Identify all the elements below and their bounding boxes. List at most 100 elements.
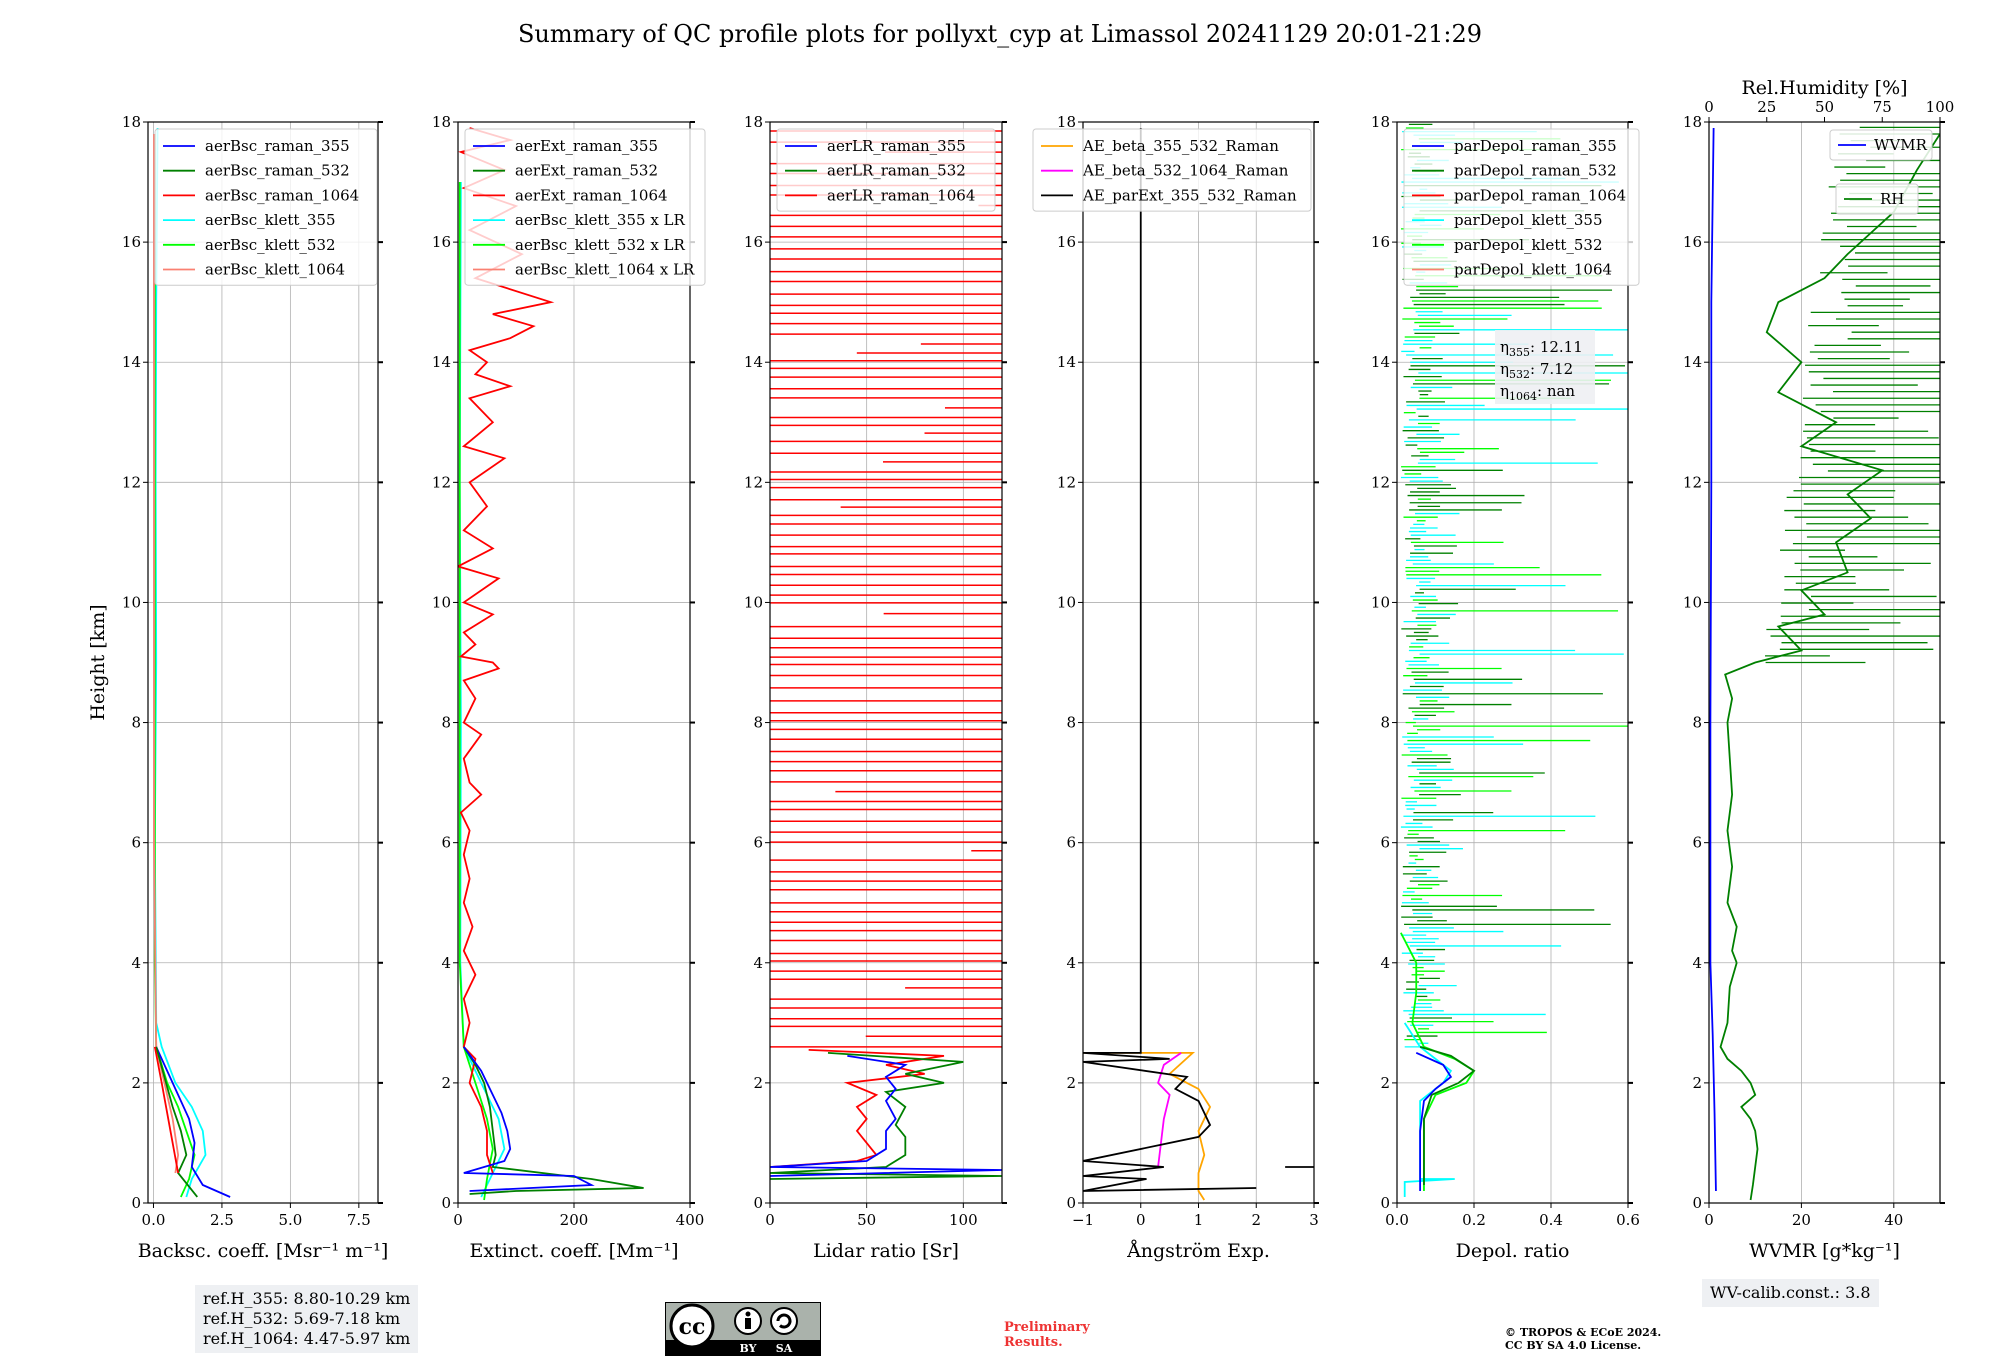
y-tick-label: 0 xyxy=(1380,1194,1390,1212)
y-tick-label: 18 xyxy=(432,113,451,131)
legend-label: aerBsc_klett_1064 x LR xyxy=(515,261,695,279)
y-tick-label: 16 xyxy=(122,233,141,251)
x-tick-label: 7.5 xyxy=(347,1211,371,1229)
y-tick-label: 12 xyxy=(1683,473,1702,491)
legend-bg xyxy=(154,128,378,286)
series-line-aerBsc_raman_532 xyxy=(155,1046,198,1198)
series-line-RH xyxy=(1724,133,1940,964)
legend-label: parDepol_raman_532 xyxy=(1454,162,1617,180)
y-axis-label: Height [km] xyxy=(87,604,109,720)
ref-height-532: ref.H_532: 5.69-7.18 km xyxy=(203,1309,401,1328)
copyright-line-2: CC BY SA 4.0 License. xyxy=(1505,1339,1642,1352)
preliminary-line-1: Preliminary xyxy=(1004,1320,1090,1335)
series-line-RH_low xyxy=(1719,962,1759,1201)
y-tick-label: 10 xyxy=(1683,593,1702,611)
y-tick-label: 16 xyxy=(432,233,451,251)
y-tick-label: 12 xyxy=(1371,473,1390,491)
series-line-aerBsc_klett_532 xyxy=(153,134,196,1198)
y-tick-label: 6 xyxy=(1066,834,1076,852)
y-tick-label: 18 xyxy=(122,113,141,131)
series-line-aerExt_raman_1064 xyxy=(458,127,555,1174)
y-tick-label: 4 xyxy=(441,954,451,972)
x2-tick-label: 100 xyxy=(1926,98,1955,116)
x-tick-label: 3 xyxy=(1309,1211,1319,1229)
legend-label: aerBsc_klett_355 xyxy=(205,211,336,229)
y-tick-label: 0 xyxy=(441,1194,451,1212)
y-tick-label: 18 xyxy=(1371,113,1390,131)
series-line-aerBsc_klett_355 x LR xyxy=(458,182,506,1198)
series-line-aerBsc_klett_1064 xyxy=(153,134,180,1174)
y-tick-label: 14 xyxy=(1371,353,1390,371)
cc-sa-label: SA xyxy=(776,1342,793,1355)
y-tick-label: 14 xyxy=(122,353,141,371)
x-tick-label: 1 xyxy=(1194,1211,1204,1229)
eta-label: η355: 12.11 xyxy=(1500,338,1583,359)
y-tick-label: 10 xyxy=(432,593,451,611)
legend-label: RH xyxy=(1880,190,1904,208)
y-tick-label: 2 xyxy=(1066,1074,1076,1092)
y-tick-label: 4 xyxy=(753,954,763,972)
legend-label: parDepol_klett_532 xyxy=(1454,236,1603,254)
copyright-line-1: © TROPOS & ECoE 2024. xyxy=(1505,1326,1662,1339)
legend-label: AE_beta_532_1064_Raman xyxy=(1082,162,1289,180)
legend-label: aerExt_raman_532 xyxy=(515,162,658,180)
legend-label: AE_beta_355_532_Raman xyxy=(1082,137,1279,155)
y-tick-label: 4 xyxy=(1066,954,1076,972)
figure-title: Summary of QC profile plots for pollyxt_… xyxy=(517,20,1483,48)
legend-box: aerBsc_raman_355 aerBsc_raman_532 aerBsc_r… xyxy=(154,128,378,286)
x-tick-label: −1 xyxy=(1072,1211,1094,1229)
x-tick-label: 2 xyxy=(1251,1211,1261,1229)
y-tick-label: 16 xyxy=(744,233,763,251)
legend-box: WVMR xyxy=(1829,129,1933,161)
x-tick-label: 5.0 xyxy=(278,1211,302,1229)
y-tick-label: 18 xyxy=(1683,113,1702,131)
y-tick-label: 18 xyxy=(744,113,763,131)
legend-label: parDepol_raman_1064 xyxy=(1454,186,1626,204)
legend-label: parDepol_klett_355 xyxy=(1454,211,1603,229)
y-tick-label: 4 xyxy=(1380,954,1390,972)
x-axis-label: Ångström Exp. xyxy=(1126,1240,1270,1262)
y-tick-label: 10 xyxy=(122,593,141,611)
legend-box: AE_beta_355_532_Raman AE_beta_532_1064_Ra… xyxy=(1032,128,1312,212)
series-line-AE_parExt_355_532_Raman xyxy=(1083,128,1257,1192)
y-tick-label: 6 xyxy=(441,834,451,852)
x-tick-label: 0 xyxy=(1704,1211,1714,1229)
x-axis-label: Depol. ratio xyxy=(1456,1240,1570,1262)
series-line-parDepol_klett_355 xyxy=(1403,1022,1455,1197)
copyright-note: © TROPOS & ECoE 2024. CC BY SA 4.0 Licen… xyxy=(1505,1326,1661,1352)
x-tick-label: 0.4 xyxy=(1539,1211,1563,1229)
legend-box: aerExt_raman_355 aerExt_raman_532 aerExt_r… xyxy=(464,128,706,286)
series-line-aerBsc_raman_355 xyxy=(155,1046,231,1198)
y-tick-label: 8 xyxy=(1066,714,1076,732)
legend-bg xyxy=(1032,128,1312,212)
x-axis-label: Lidar ratio [Sr] xyxy=(813,1240,959,1262)
legend-box: parDepol_raman_355 parDepol_raman_532 parD… xyxy=(1403,128,1640,286)
series-line-aerExt_raman_532 xyxy=(463,1046,644,1195)
x-axis-label: Backsc. coeff. [Msr⁻¹ m⁻¹] xyxy=(138,1240,389,1262)
plot-area xyxy=(770,130,1002,1180)
x2-tick-label: 25 xyxy=(1757,98,1776,116)
series-line-AE_beta_355_532_Raman xyxy=(1083,1051,1212,1201)
legend-label: aerBsc_klett_532 x LR xyxy=(515,236,686,254)
x-tick-label: 0 xyxy=(453,1211,463,1229)
y-tick-label: 16 xyxy=(1683,233,1702,251)
series-line-aerBsc_klett_355 xyxy=(153,127,207,1198)
legend-label: aerBsc_raman_355 xyxy=(205,137,350,155)
y-tick-label: 12 xyxy=(1057,473,1076,491)
y-tick-label: 0 xyxy=(131,1194,141,1212)
y-tick-label: 14 xyxy=(744,353,763,371)
y-tick-label: 12 xyxy=(122,473,141,491)
eta-label: η1064: nan xyxy=(1500,382,1575,403)
legend-label: aerExt_raman_1064 xyxy=(515,186,668,204)
x-tick-label: 20 xyxy=(1792,1211,1811,1229)
plot-area xyxy=(1709,126,1940,1201)
y-tick-label: 12 xyxy=(432,473,451,491)
ref-height-box: ref.H_355: 8.80-10.29 km ref.H_532: 5.69… xyxy=(195,1285,419,1353)
y-tick-label: 0 xyxy=(1066,1194,1076,1212)
chart-panel-5: 0 2 4 6 8 10 12 14 16 18 0.0 0.2 0.4 0.6 Depol. ratio p… xyxy=(1371,113,1640,1262)
x-axis-label: WVMR [g*kg⁻¹] xyxy=(1749,1240,1900,1262)
x-tick-label: 40 xyxy=(1884,1211,1903,1229)
y-tick-label: 10 xyxy=(1371,593,1390,611)
axes-frame xyxy=(769,121,1003,1204)
